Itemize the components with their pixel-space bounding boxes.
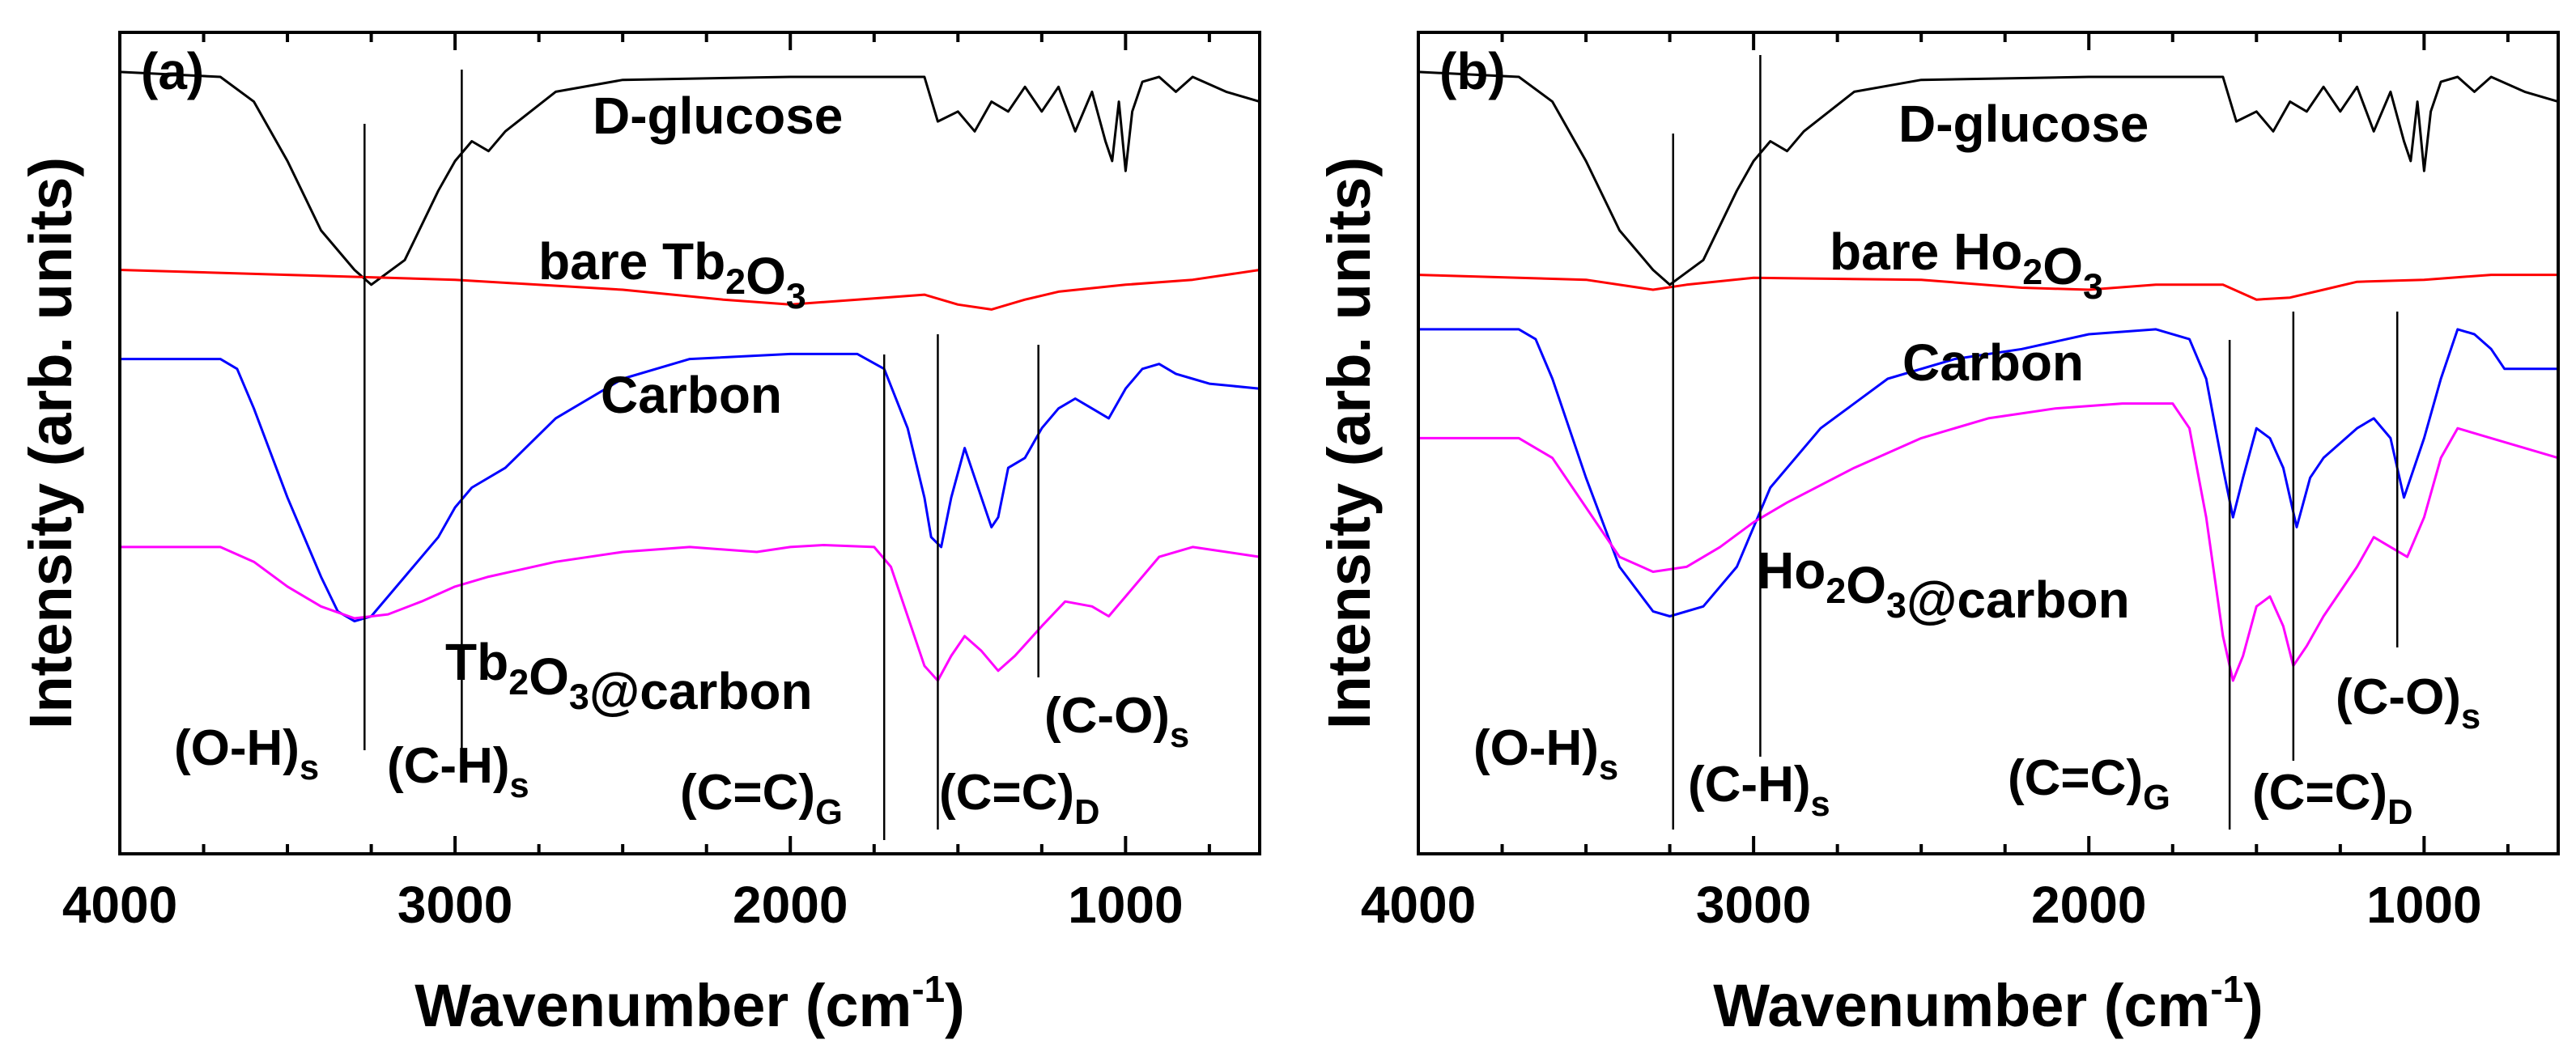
band-label: (C-O)s <box>2336 669 2480 736</box>
band-label: (C=C)D <box>939 765 1099 832</box>
x-axis-title: Wavenumber (cm-1) <box>414 968 965 1039</box>
band-label: (C-O)s <box>1044 688 1189 755</box>
x-axis-ticks: 4000 3000 2000 1000 <box>1361 32 2510 934</box>
x-tick-label: 2000 <box>2031 876 2146 934</box>
band-label: (C=C)G <box>680 765 843 832</box>
x-axis-ticks: 4000 3000 2000 1000 <box>62 32 1211 934</box>
series-line-bare-ho2o3 <box>1418 274 2558 301</box>
x-tick-label: 4000 <box>1361 876 1476 934</box>
series-label: bare Ho2O3 <box>1830 223 2103 307</box>
series-label: Ho2O3@carbon <box>1757 541 2130 629</box>
series-label: Tb2O3@carbon <box>445 633 813 720</box>
chart-panel-b: (O-H)s (C-H)s (C=C)G (C=C)D (C-O)s D-glucose b… <box>1316 31 2560 1039</box>
series-label: D-glucose <box>593 87 843 145</box>
x-tick-label: 1000 <box>2366 876 2481 934</box>
panel-label: (b) <box>1439 42 1506 100</box>
series-line-ho2o3-carbon <box>1418 402 2559 682</box>
x-tick-label: 1000 <box>1068 876 1183 934</box>
series-line-tb2o3-carbon <box>120 544 1260 682</box>
series-label: Carbon <box>601 366 782 424</box>
band-label: (O-H)s <box>1473 720 1618 787</box>
series-line-d-glucose <box>1418 70 2559 286</box>
band-label: (C=C)G <box>2008 750 2170 817</box>
panel-label: (a) <box>141 42 204 100</box>
x-axis-title: Wavenumber (cm-1) <box>1713 968 2264 1039</box>
series-label: D-glucose <box>1898 95 2149 153</box>
band-label: (C-H)s <box>387 738 529 805</box>
series-line-bare-tb2o3 <box>119 269 1260 311</box>
x-tick-label: 3000 <box>1696 876 1811 934</box>
x-tick-label: 2000 <box>733 876 848 934</box>
y-axis-title: Intensity (arb. units) <box>1316 157 1383 729</box>
plot-frame <box>118 31 1261 855</box>
band-label: (O-H)s <box>174 720 319 787</box>
series-line-carbon <box>120 352 1260 623</box>
chart-panel-a: (O-H)s (C-H)s (C=C)G (C=C)D (C-O)s D-glucose b… <box>17 31 1261 1039</box>
plot-frame <box>1417 31 2560 855</box>
series-line-carbon <box>1418 328 2558 618</box>
series-line-d-glucose <box>119 70 1260 286</box>
x-tick-label: 4000 <box>62 876 177 934</box>
x-tick-label: 3000 <box>397 876 512 934</box>
y-axis-title: Intensity (arb. units) <box>17 157 84 729</box>
series-label: bare Tb2O3 <box>538 232 806 316</box>
band-label: (C-H)s <box>1688 757 1830 824</box>
band-label: (C=C)D <box>2252 765 2412 832</box>
series-label: Carbon <box>1902 333 2084 392</box>
